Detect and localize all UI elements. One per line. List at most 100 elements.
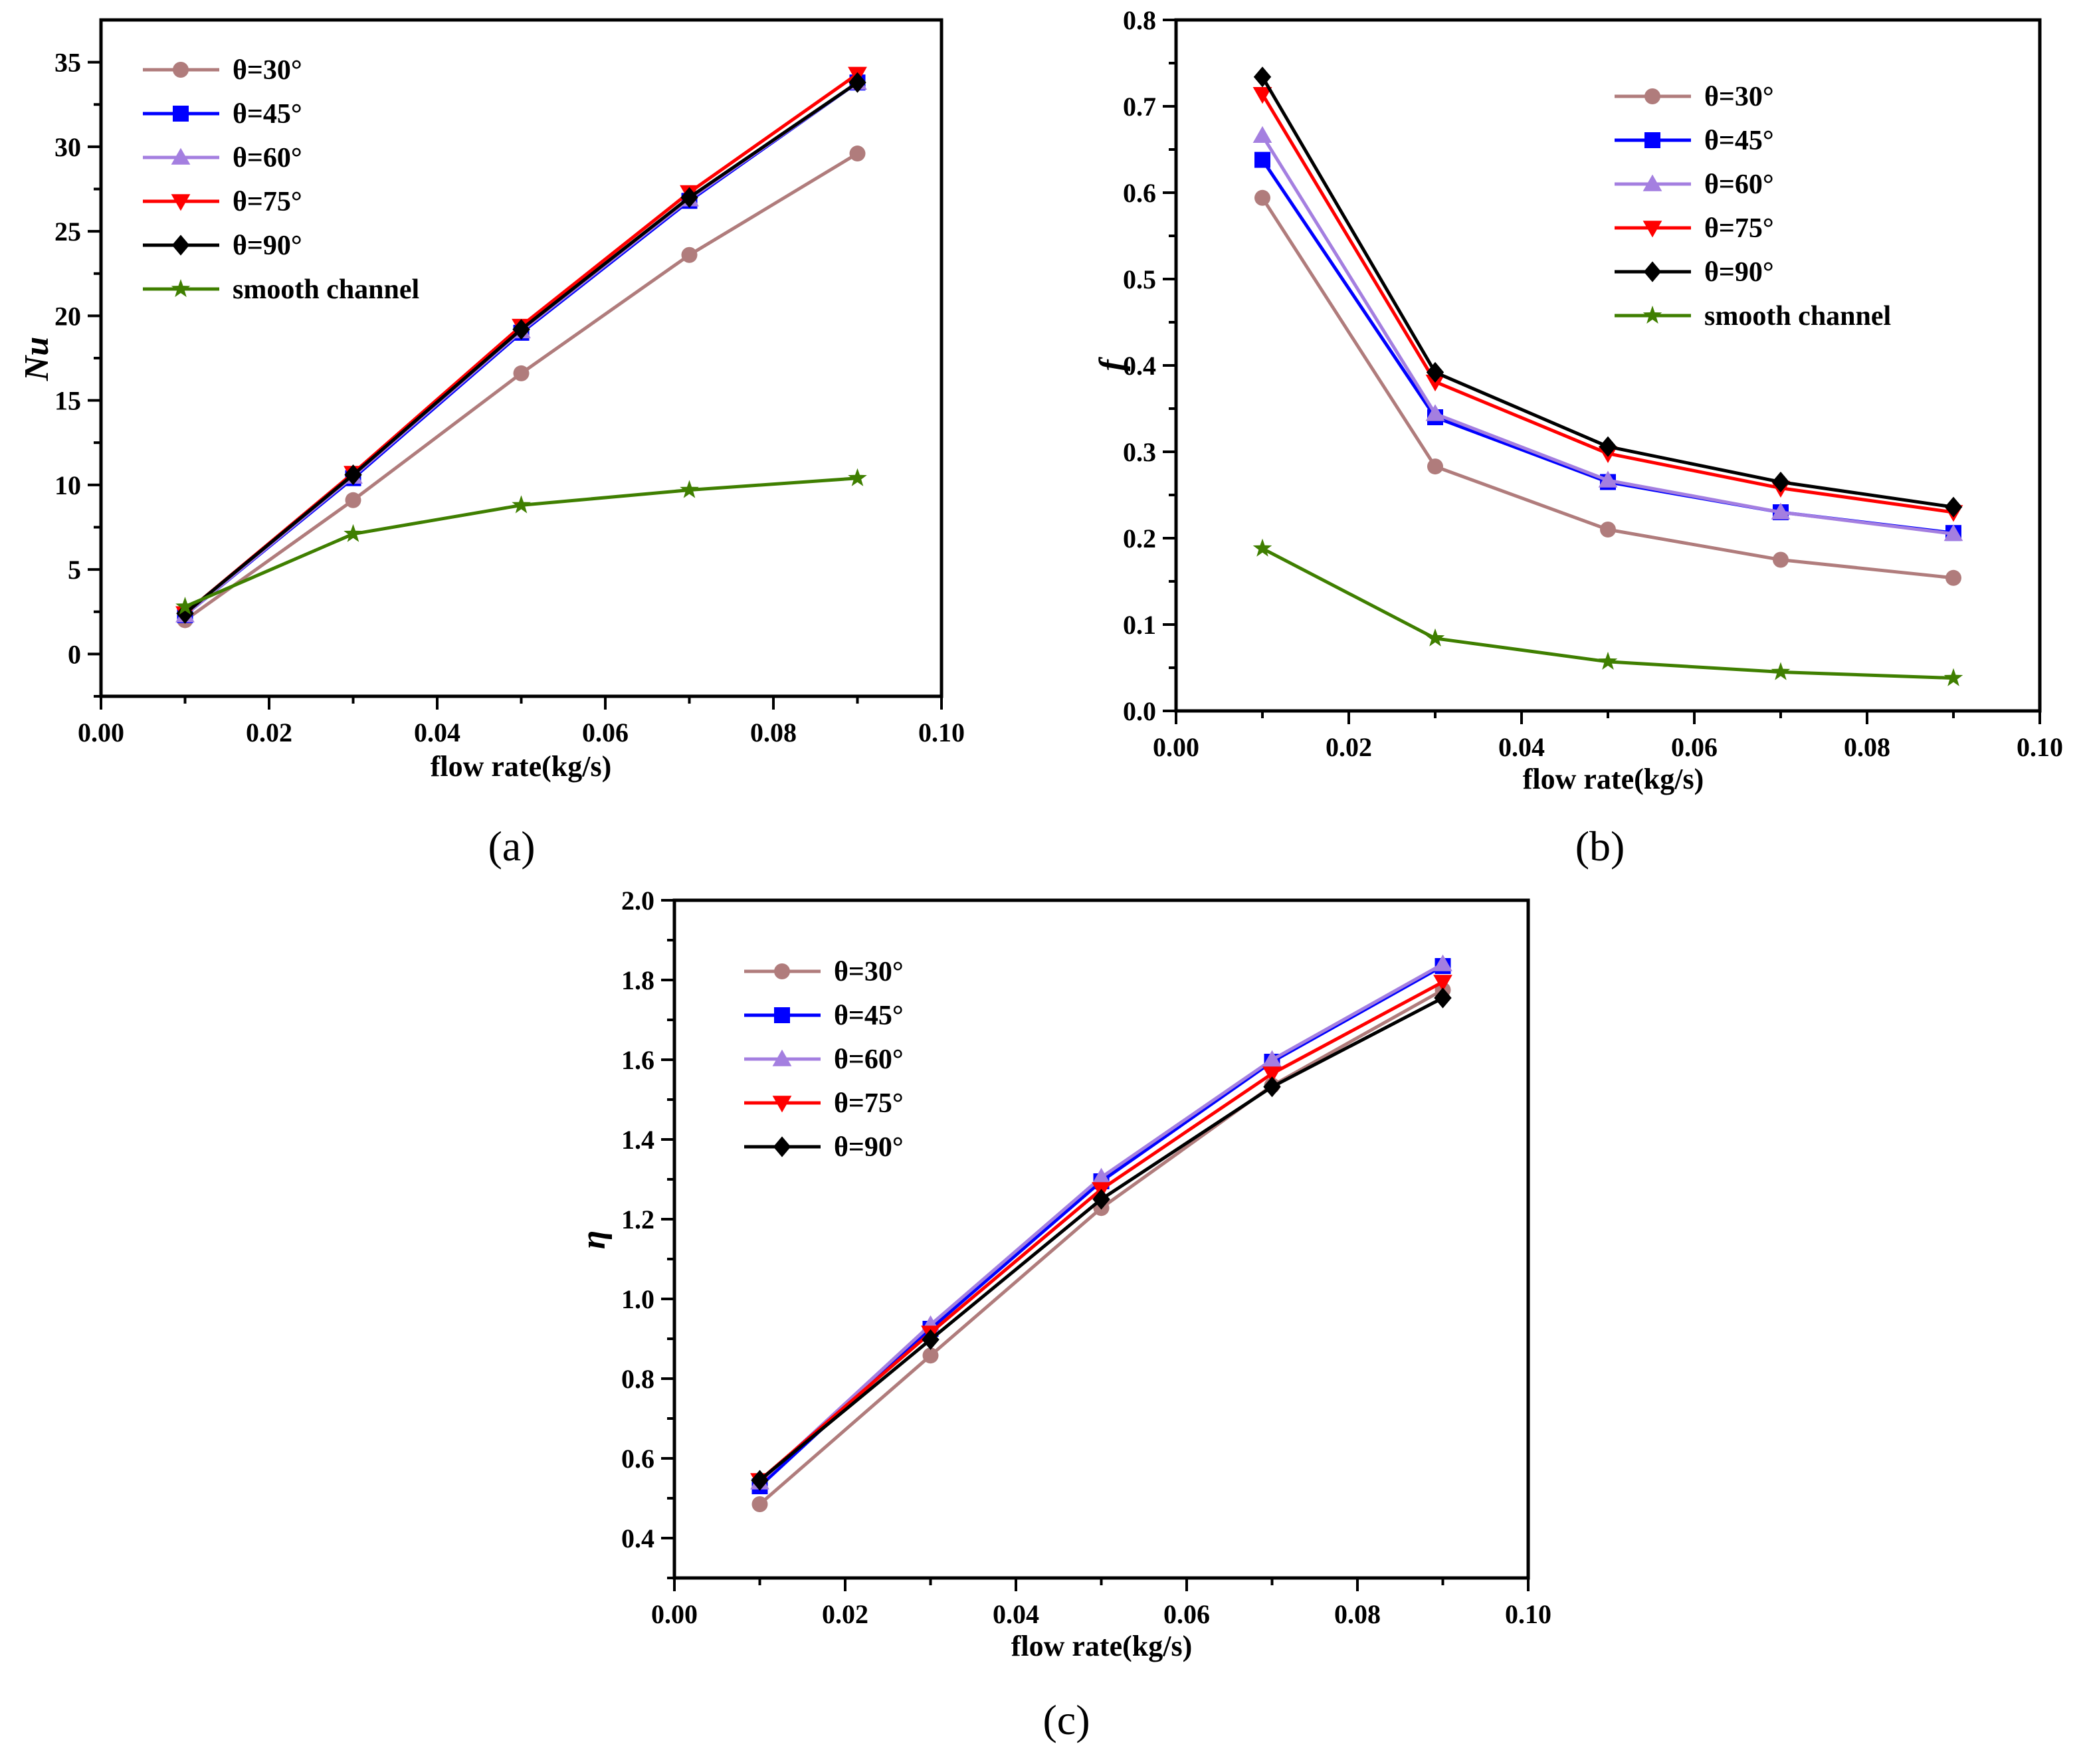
plot-frame bbox=[672, 898, 1530, 1580]
data-point bbox=[1434, 987, 1452, 1009]
caption: (b) bbox=[1575, 823, 1625, 870]
data-point bbox=[512, 319, 530, 340]
data-point bbox=[513, 365, 530, 381]
data-point bbox=[1433, 975, 1452, 992]
legend: θ=30° θ=45° θ=60° θ=75° θ=90° bbox=[744, 957, 904, 1163]
data-point bbox=[1426, 361, 1444, 383]
legend-marker bbox=[173, 106, 189, 122]
data-point bbox=[1945, 569, 1961, 586]
data-point bbox=[1425, 628, 1445, 646]
data-point bbox=[751, 1496, 768, 1512]
series-line bbox=[184, 151, 858, 622]
legend-label: smooth channel bbox=[233, 274, 419, 305]
y-tick-label: 0.5 bbox=[1123, 264, 1156, 294]
legend-marker bbox=[171, 279, 191, 298]
data-point bbox=[1771, 662, 1791, 680]
plot-frame bbox=[1174, 18, 2042, 713]
data-point bbox=[848, 72, 866, 93]
data-point bbox=[1598, 651, 1618, 670]
legend: θ=30° θ=45° θ=60° θ=75° θ=90° smooth channel bbox=[1615, 82, 1891, 332]
legend-marker bbox=[774, 963, 790, 979]
data-point bbox=[751, 1470, 769, 1491]
y-tick-label: 0.8 bbox=[1123, 5, 1156, 35]
ylabel: Nu bbox=[18, 337, 56, 381]
y-tick-label: 1.2 bbox=[621, 1205, 654, 1234]
data-point bbox=[1598, 470, 1618, 488]
x-tick-label: 0.04 bbox=[1498, 732, 1545, 762]
legend-label: θ=45° bbox=[834, 1001, 904, 1031]
data-point bbox=[1254, 189, 1270, 206]
data-point bbox=[1252, 87, 1272, 104]
x-tick-label: 0.00 bbox=[1153, 732, 1199, 762]
data-point bbox=[176, 603, 194, 624]
data-point bbox=[849, 146, 866, 162]
y-tick-label: 5 bbox=[68, 555, 81, 585]
legend-label: θ=90° bbox=[834, 1132, 904, 1163]
legend-marker bbox=[171, 147, 191, 165]
data-point bbox=[1262, 1066, 1282, 1084]
data-point bbox=[1771, 471, 1790, 493]
panel-c: 0.00 0.02 0.04 0.06 0.08 0.10 0.4 0.6 0.8 1.0 1.2 1… bbox=[575, 886, 1551, 1743]
data-point bbox=[1433, 954, 1452, 971]
data-point bbox=[1253, 66, 1272, 88]
axis-ticks: 0.00 0.02 0.04 0.06 0.08 0.10 0.0 0.1 0.2 0.3 0.4 0… bbox=[1123, 5, 2063, 762]
series-group bbox=[175, 66, 867, 629]
y-tick-label: 0.6 bbox=[621, 1444, 654, 1474]
legend-marker bbox=[173, 62, 189, 78]
xlabel: flow rate(kg/s) bbox=[431, 750, 612, 783]
legend-marker bbox=[1642, 221, 1662, 238]
data-point bbox=[1263, 1076, 1281, 1098]
legend-label: θ=90° bbox=[1704, 257, 1774, 288]
legend-label: θ=75° bbox=[1704, 213, 1774, 244]
y-tick-label: 0.4 bbox=[621, 1523, 654, 1553]
x-tick-label: 0.08 bbox=[1844, 732, 1890, 762]
y-tick-label: 1.6 bbox=[621, 1045, 654, 1075]
data-point bbox=[1943, 668, 1963, 686]
y-tick-label: 0 bbox=[68, 639, 81, 669]
legend-label: θ=75° bbox=[834, 1088, 904, 1119]
x-tick-label: 0.06 bbox=[1163, 1599, 1210, 1629]
x-tick-label: 0.02 bbox=[246, 718, 292, 747]
y-tick-label: 0.3 bbox=[1123, 437, 1156, 467]
legend-label: θ=45° bbox=[1704, 126, 1774, 156]
x-tick-label: 0.04 bbox=[993, 1599, 1039, 1629]
x-tick-label: 0.10 bbox=[2017, 732, 2063, 762]
x-tick-label: 0.02 bbox=[822, 1599, 868, 1629]
legend-marker bbox=[1642, 174, 1662, 191]
x-tick-label: 0.08 bbox=[750, 718, 797, 747]
legend-marker bbox=[1643, 261, 1662, 282]
legend-label: θ=30° bbox=[834, 957, 904, 987]
data-point bbox=[1092, 1167, 1111, 1185]
legend-label: θ=60° bbox=[233, 143, 302, 173]
series-group bbox=[750, 954, 1452, 1512]
legend-marker bbox=[774, 1007, 790, 1023]
data-point bbox=[344, 464, 362, 486]
data-point bbox=[1425, 374, 1445, 392]
data-point bbox=[1425, 404, 1445, 421]
legend-label: θ=75° bbox=[233, 187, 302, 217]
x-tick-label: 0.00 bbox=[78, 718, 124, 747]
y-tick-label: 1.0 bbox=[621, 1284, 654, 1314]
legend-marker bbox=[773, 1136, 791, 1157]
data-point bbox=[681, 246, 698, 263]
data-point bbox=[680, 480, 699, 498]
data-point bbox=[1944, 496, 1963, 518]
data-point bbox=[1262, 1050, 1282, 1067]
data-point bbox=[1599, 436, 1617, 457]
data-point bbox=[1773, 551, 1789, 568]
caption: (a) bbox=[488, 823, 535, 870]
data-point bbox=[1600, 522, 1616, 538]
legend-label: θ=90° bbox=[233, 231, 302, 261]
y-tick-label: 20 bbox=[54, 301, 81, 331]
legend-marker bbox=[1644, 88, 1660, 104]
data-point bbox=[848, 468, 867, 486]
data-point bbox=[922, 1329, 940, 1350]
legend-label: θ=30° bbox=[233, 55, 302, 86]
caption: (c) bbox=[1042, 1696, 1090, 1743]
y-tick-label: 0.4 bbox=[1123, 351, 1156, 381]
data-point bbox=[1254, 151, 1270, 168]
legend-marker bbox=[1642, 306, 1662, 324]
legend-marker bbox=[1644, 132, 1660, 148]
legend-label: θ=60° bbox=[1704, 169, 1774, 200]
